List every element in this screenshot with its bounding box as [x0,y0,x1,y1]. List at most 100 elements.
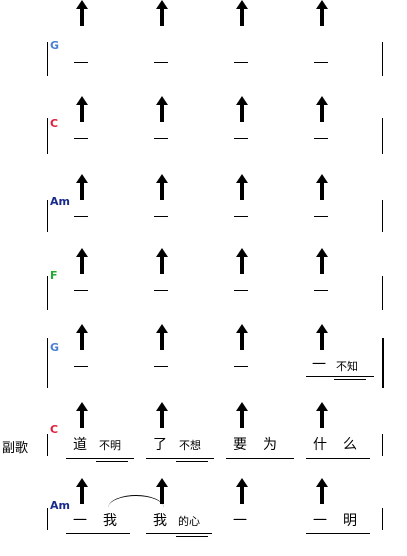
underline [334,379,366,380]
underline [146,458,214,459]
right-double-barline [382,338,384,388]
beat-2 [150,174,228,252]
beat-1: 道 不明 [66,402,148,480]
up-arrow-icon [156,402,168,428]
dash [154,62,168,63]
up-arrow-icon [156,0,168,26]
beat-4 [310,96,388,174]
dash [154,138,168,139]
up-arrow-icon [76,478,88,504]
up-arrow-icon [236,402,248,428]
up-arrow-icon [316,0,328,26]
underline [306,533,370,534]
beat-2 [150,0,228,78]
measure-row-3: Am [0,156,407,234]
underline [66,533,130,534]
up-arrow-icon [236,0,248,26]
up-arrow-icon [156,248,168,274]
up-arrow-icon [316,248,328,274]
dash [234,366,248,367]
lyric-char: 一 [313,513,327,529]
dash [154,216,168,217]
up-arrow-icon [316,96,328,122]
lyric-char: 道 [73,437,87,453]
dash [74,366,88,367]
lyric-char: 要 [233,437,247,453]
lyric-char: 明 [343,513,357,529]
left-barline [47,338,48,388]
lyric-char: 为 [263,437,277,453]
lyric-char: 一 [233,513,247,529]
right-barline [382,434,383,456]
up-arrow-icon [76,324,88,350]
beat-1 [70,174,148,252]
measure-row-1: G [0,0,407,78]
underline [306,376,374,377]
beat-3 [230,96,308,174]
dash [314,62,328,63]
lyric-char: 一 [312,357,326,373]
dash [74,290,88,291]
up-arrow-icon [156,324,168,350]
dash [154,366,168,367]
chord-label: G [50,39,60,52]
lyric-char: 我 [103,513,117,529]
beat-1: 一 我 [66,478,164,556]
left-barline [47,42,48,76]
lyric-char: 一 [73,513,87,529]
left-barline [47,434,48,456]
up-arrow-icon [76,0,88,26]
dash [314,138,328,139]
chord-label: G [50,341,60,354]
up-arrow-icon [76,174,88,200]
measure-row-5: G 一 不知 [0,312,407,390]
dash [234,290,248,291]
dash [314,216,328,217]
dash [74,138,88,139]
up-arrow-icon [156,174,168,200]
beat-2 [150,96,228,174]
dash [314,290,328,291]
measure-row-4: F [0,234,407,312]
beat-3 [230,248,308,326]
beat-2: 我 的心 [146,478,228,556]
beat-3: 一 [230,478,308,556]
lyric-small: 的心 [178,515,200,528]
up-arrow-icon [316,402,328,428]
up-arrow-icon [236,478,248,504]
right-barline [382,276,383,310]
dash [74,216,88,217]
dash [234,62,248,63]
up-arrow-icon [316,324,328,350]
measure-row-2: C [0,78,407,156]
underline [66,458,134,459]
lyric-char: 么 [343,437,357,453]
chord-label: C [50,423,59,436]
beat-4: 一 不知 [306,324,388,402]
dash [74,62,88,63]
underline [226,458,294,459]
beat-3: 要 为 [226,402,308,480]
chord-label: C [50,117,59,130]
lyric-char: 了 [153,437,167,453]
beat-2 [150,248,228,326]
beat-1 [70,96,148,174]
up-arrow-icon [316,174,328,200]
beat-3 [230,0,308,78]
up-arrow-icon [76,248,88,274]
underline [306,458,370,459]
right-barline [382,200,383,232]
lyric-small: 不知 [336,360,358,373]
beat-1 [70,0,148,78]
right-barline [382,42,383,76]
beat-2: 了 不想 [146,402,228,480]
right-barline [382,118,383,154]
chord-label: Am [50,195,70,208]
lyric-small: 不明 [99,439,121,452]
left-barline [47,200,48,232]
up-arrow-icon [236,324,248,350]
chord-label: Am [50,499,70,512]
beat-3 [230,324,308,402]
beat-4: 什 么 [306,402,388,480]
